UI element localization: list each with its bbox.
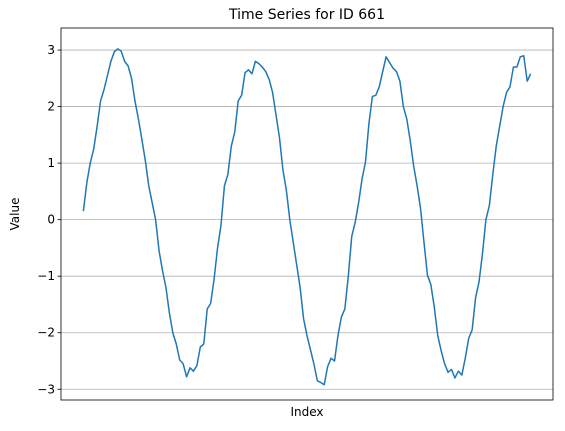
y-tick-label: 2 [47, 100, 55, 114]
y-tick-label: 0 [47, 213, 55, 227]
chart-title: Time Series for ID 661 [228, 7, 385, 23]
y-axis-label: Value [8, 198, 22, 231]
y-tick-label: −3 [37, 382, 55, 396]
x-axis-label: Index [290, 405, 323, 419]
y-tick-label: 3 [47, 43, 55, 57]
line-series [82, 48, 532, 386]
y-tick-label: −1 [37, 269, 55, 283]
y-tick-label: −2 [37, 326, 55, 340]
plot-frame [60, 27, 554, 401]
y-tick-label: 1 [47, 156, 55, 170]
